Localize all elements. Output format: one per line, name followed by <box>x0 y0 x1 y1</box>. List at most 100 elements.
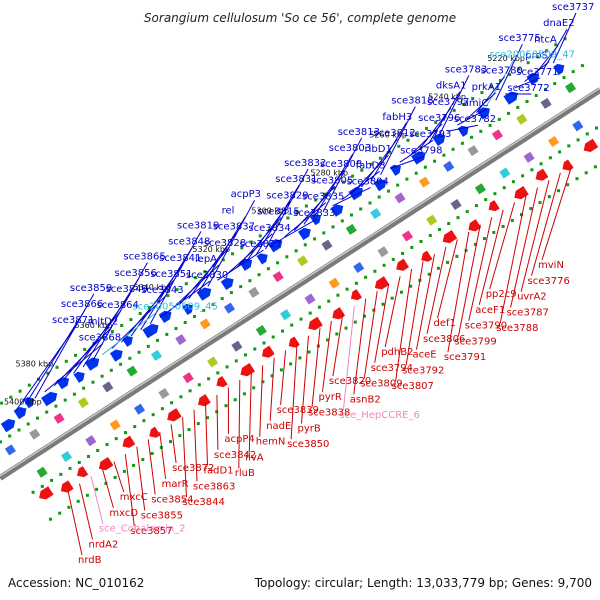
reverse-gene-label[interactable]: sce3820 <box>329 376 371 387</box>
forward-gene-label[interactable]: sce3851 <box>150 269 192 280</box>
forward-gene-label[interactable]: sce3849 <box>106 284 148 295</box>
forward-gene-label[interactable]: sce3772 <box>507 83 549 94</box>
reverse-gene-label[interactable]: marR <box>162 479 189 490</box>
forward-gene-label[interactable]: prkA1 <box>472 82 501 93</box>
forward-gene-label[interactable]: proS <box>525 51 548 62</box>
reverse-gene-label[interactable]: rluB <box>235 468 255 479</box>
forward-gene-label[interactable]: sce3841 <box>159 253 201 264</box>
forward-gene-label[interactable]: dksA1 <box>436 81 467 92</box>
reverse-gene-label[interactable]: sce3807 <box>392 381 434 392</box>
reverse-gene-label[interactable]: sce3791 <box>444 352 486 363</box>
forward-gene-label[interactable]: sce3859 <box>70 283 112 294</box>
forward-gene-label[interactable]: sce3835 <box>302 192 344 203</box>
forward-gene-label[interactable]: sce3783 <box>445 64 487 75</box>
reverse-gene-label[interactable]: sce3809 <box>360 379 402 390</box>
reverse-gene-label[interactable]: sce3839 <box>277 405 319 416</box>
reverse-gene-label[interactable]: pyrB <box>298 423 321 434</box>
forward-gene-label[interactable]: sce3771 <box>516 67 558 78</box>
reverse-gene-label[interactable]: sce3850 <box>287 439 329 450</box>
forward-gene-label[interactable]: sce20050509_47 <box>490 49 575 60</box>
reverse-gene-label[interactable]: nrdA2 <box>89 539 119 550</box>
forward-gene-label[interactable]: sce3798 <box>400 145 442 156</box>
reverse-gene-label[interactable]: pp2c9 <box>486 289 517 300</box>
reverse-gene-label[interactable]: acpP4 <box>224 434 254 445</box>
forward-gene-label[interactable]: sce3856 <box>115 268 157 279</box>
reverse-gene-label[interactable]: sce3776 <box>528 276 570 287</box>
forward-gene-label[interactable]: lepA <box>195 254 217 265</box>
reverse-gene-label[interactable]: sce3806 <box>423 334 465 345</box>
reverse-gene-label[interactable]: mxcD <box>109 508 138 519</box>
forward-gene-label[interactable]: fabD3 <box>356 160 386 171</box>
forward-gene-label[interactable]: sce3832 <box>284 158 326 169</box>
forward-gene-label[interactable]: sce3797 <box>427 97 469 108</box>
reverse-gene-label[interactable]: sce3790 <box>465 321 507 332</box>
reverse-gene-label[interactable]: sce3855 <box>141 510 183 521</box>
reverse-gene-label[interactable]: pdhB2 <box>381 347 413 358</box>
forward-gene-label[interactable]: sce3818 <box>391 96 433 107</box>
forward-gene-label[interactable]: sce3782 <box>454 114 496 125</box>
forward-gene-label[interactable]: sce3837 <box>213 222 255 233</box>
reverse-gene-label[interactable]: sce3863 <box>193 481 235 492</box>
reverse-gene-label[interactable]: sce3857 <box>130 526 172 537</box>
reverse-gene-label[interactable]: mxcC <box>120 492 148 503</box>
reverse-gene-label[interactable]: fadD1 <box>204 466 234 477</box>
forward-gene-label[interactable]: sce3848 <box>168 237 210 248</box>
forward-gene-label[interactable]: sce3812 <box>373 128 415 139</box>
reverse-gene-label[interactable]: nadE <box>266 421 291 432</box>
forward-gene-label[interactable]: ribD1 <box>365 144 392 155</box>
reverse-gene-label[interactable]: aceF1 <box>475 305 505 316</box>
reverse-gene-label[interactable]: pyrR <box>319 392 342 403</box>
forward-gene-label[interactable]: sce3866 <box>61 299 103 310</box>
reverse-gene-label[interactable]: sce3788 <box>496 323 538 334</box>
forward-gene-label[interactable]: sce3803 <box>329 143 371 154</box>
forward-gene-label[interactable]: sce3865 <box>123 252 165 263</box>
forward-gene-label[interactable]: sce3868 <box>79 333 121 344</box>
forward-gene-label[interactable]: sce3833 <box>293 208 335 219</box>
forward-gene-label[interactable]: acpP3 <box>231 189 261 200</box>
reverse-gene-label[interactable]: sce3842 <box>214 450 256 461</box>
forward-gene-label[interactable]: sce20050509_45 <box>132 301 217 312</box>
reverse-gene-label[interactable]: ilvA <box>245 452 263 463</box>
forward-gene-label[interactable]: sce3737 <box>552 2 594 13</box>
forward-gene-label[interactable]: sce3864 <box>97 300 139 311</box>
forward-gene-label[interactable]: sce3815 <box>257 207 299 218</box>
forward-gene-label[interactable]: sce3828 <box>204 238 246 249</box>
reverse-gene-label[interactable]: aceE <box>413 350 437 361</box>
forward-gene-label[interactable]: sce3843 <box>141 285 183 296</box>
forward-gene-label[interactable]: sce3831 <box>275 174 317 185</box>
reverse-gene-label[interactable]: sce3838 <box>308 408 350 419</box>
forward-gene-label[interactable]: sce3871 <box>52 315 94 326</box>
forward-gene-label[interactable]: sce3827 <box>240 239 282 250</box>
forward-gene-label[interactable]: sce3805 <box>311 175 353 186</box>
forward-gene-label[interactable]: ntcA <box>534 34 557 45</box>
forward-gene-label[interactable]: sce3808 <box>320 159 362 170</box>
reverse-gene-label[interactable]: def1 <box>434 318 456 329</box>
reverse-gene-label[interactable]: sce3854 <box>151 495 193 506</box>
forward-gene-label[interactable]: sce3830 <box>186 270 228 281</box>
forward-gene-label[interactable]: sce3834 <box>248 223 290 234</box>
reverse-gene-label[interactable]: mviN <box>538 260 564 271</box>
forward-gene-label[interactable]: sce3780 <box>481 66 523 77</box>
forward-gene-label[interactable]: sce3793 <box>409 129 451 140</box>
reverse-gene-label[interactable]: sce_Cobalamin_2 <box>99 524 186 535</box>
forward-gene-label[interactable]: sce3829 <box>266 190 308 201</box>
forward-gene-label[interactable]: sce3804 <box>347 177 389 188</box>
reverse-gene-label[interactable]: sce3787 <box>507 307 549 318</box>
reverse-gene-label[interactable]: sce3799 <box>454 336 496 347</box>
forward-gene-label[interactable]: fabH3 <box>382 112 412 123</box>
forward-gene-label[interactable]: rel <box>222 205 235 216</box>
forward-gene-label[interactable]: mltD2 <box>88 316 119 327</box>
forward-gene-label[interactable]: dnaE2 <box>543 18 575 29</box>
reverse-gene-label[interactable]: sce3794 <box>371 363 413 374</box>
reverse-gene-label[interactable]: asnB2 <box>350 394 381 405</box>
reverse-gene-label[interactable]: sce3792 <box>402 365 444 376</box>
forward-gene-label[interactable]: amiC <box>463 98 489 109</box>
forward-gene-label[interactable]: sce3813 <box>338 127 380 138</box>
forward-gene-label[interactable]: sce3775 <box>498 33 540 44</box>
reverse-gene-label[interactable]: uvrA2 <box>517 292 547 303</box>
reverse-gene-label[interactable]: nrdB <box>78 555 102 566</box>
reverse-gene-label[interactable]: sce3844 <box>183 497 225 508</box>
reverse-gene-label[interactable]: hemN <box>256 437 286 448</box>
reverse-gene-label[interactable]: sce_HepCCRE_6 <box>339 410 419 421</box>
forward-gene-label[interactable]: sce3819 <box>177 220 219 231</box>
